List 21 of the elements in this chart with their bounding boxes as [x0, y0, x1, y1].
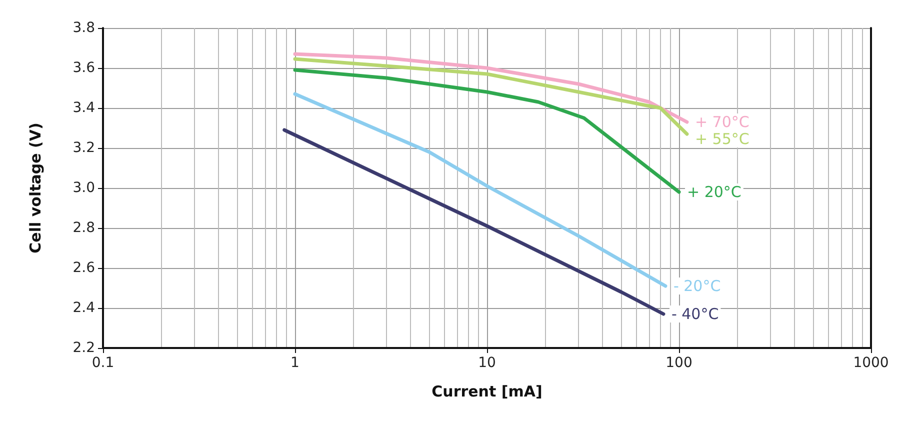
x-axis-title: Current [mA]: [432, 382, 542, 400]
y-tick-label: 3.6: [72, 60, 96, 76]
series-label: - 40°C: [671, 305, 719, 323]
x-tick-label: 1000: [853, 355, 889, 371]
y-tick-label: 2.2: [72, 340, 95, 356]
y-tick-label: 2.4: [72, 300, 96, 316]
y-tick-label: 2.8: [72, 220, 95, 236]
x-tick-label: 10: [478, 355, 496, 371]
x-tick-label: 1: [290, 355, 300, 371]
y-tick-label: 3.0: [72, 180, 95, 196]
y-tick-label: 3.2: [72, 140, 95, 156]
y-tick-label: 3.8: [72, 20, 95, 36]
y-axis-title: Cell voltage (V): [26, 122, 44, 254]
x-tick-label: 100: [666, 355, 692, 371]
y-tick-label: 3.4: [72, 100, 96, 116]
series-label: + 20°C: [687, 183, 742, 201]
y-tick-label: 2.6: [72, 260, 96, 276]
series-label: + 70°C: [694, 113, 750, 131]
series-label: - 20°C: [673, 277, 721, 295]
series-label: + 55°C: [694, 130, 750, 148]
x-tick-label: 0.1: [92, 355, 114, 371]
